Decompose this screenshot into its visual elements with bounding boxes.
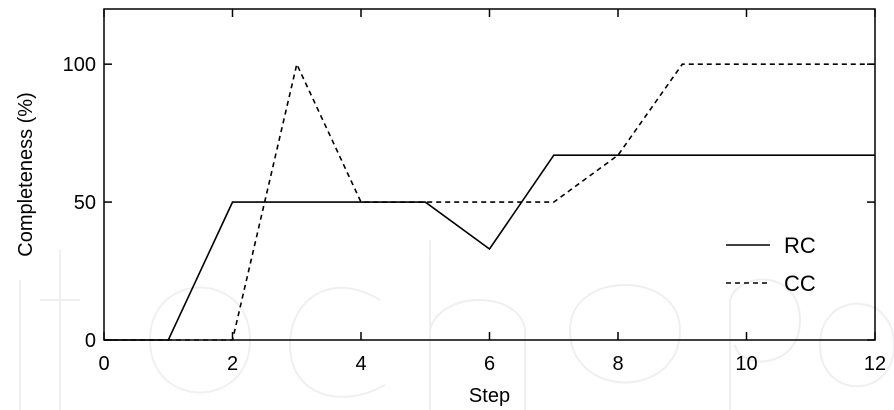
series-line-cc [104, 61, 875, 341]
series-line-rc [104, 154, 875, 341]
x-tick-label: 10 [735, 353, 757, 375]
y-axis: 0 50 100 [63, 54, 875, 352]
y-tick-label: 0 [85, 330, 96, 352]
x-tick-label: 6 [484, 353, 495, 375]
x-tick-label: 0 [98, 353, 109, 375]
x-axis-label: Step [469, 385, 510, 407]
y-axis-label: Completeness (%) [15, 92, 37, 257]
x-axis: 0 2 4 6 8 10 12 [98, 9, 886, 375]
watermark-logo [19, 240, 894, 410]
legend: RC CC [726, 233, 816, 296]
x-tick-label: 4 [355, 353, 366, 375]
x-tick-label: 12 [864, 353, 886, 375]
y-tick-label: 50 [74, 192, 96, 214]
x-tick-label: 2 [227, 353, 238, 375]
legend-label-rc: RC [784, 233, 816, 258]
x-tick-label: 8 [612, 353, 623, 375]
series-layer [104, 61, 875, 341]
legend-label-cc: CC [784, 271, 816, 296]
y-tick-label: 100 [63, 54, 96, 76]
